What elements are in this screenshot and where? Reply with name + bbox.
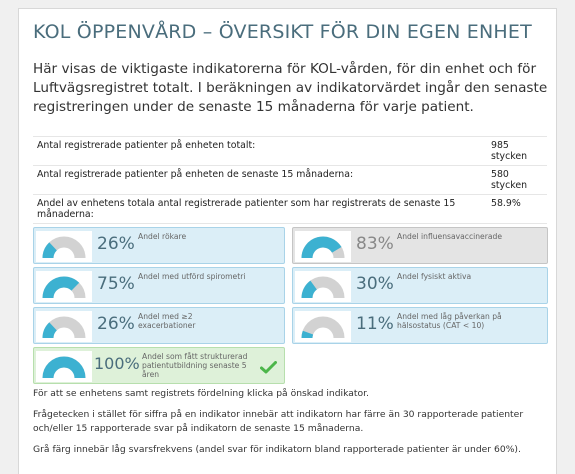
stats-label: Antal registrerade patienter på enheten … <box>37 140 256 151</box>
gauge-fill <box>301 280 318 299</box>
gauge-fill <box>301 236 342 259</box>
stats-table: Antal registrerade patienter på enheten … <box>33 136 547 224</box>
indicator-label: Andel med utförd spirometri <box>138 272 246 281</box>
check-icon <box>260 359 277 378</box>
indicator-label: Andel med låg påverkan på hälsostatus (C… <box>397 312 502 330</box>
stats-label: Andel av enhetens totala antal registrer… <box>37 198 456 220</box>
gauge-icon <box>295 311 351 342</box>
overview-panel: KOL ÖPPENVÅRD – ÖVERSIKT FÖR DIN EGEN EN… <box>18 8 557 474</box>
gauge-track <box>301 316 345 339</box>
indicator-value: 100% <box>94 354 140 373</box>
indicator-label: Andel influensavaccinerade <box>397 232 502 241</box>
gauge-icon <box>295 231 351 262</box>
gauge-chart <box>301 276 345 299</box>
indicator-tile-spirometry[interactable]: 75% Andel med utförd spirometri <box>33 267 285 304</box>
gauge-icon <box>36 311 92 342</box>
indicator-value: 75% <box>97 274 135 294</box>
gauge-chart <box>42 316 86 339</box>
gauge-fill <box>301 330 314 339</box>
stats-value: 58.9% <box>491 198 521 209</box>
indicator-label: Andel fysiskt aktiva <box>397 272 472 281</box>
intro-text: Här visas de viktigaste indikatorerna fö… <box>33 61 548 115</box>
gauge-fill <box>42 322 58 339</box>
stats-value: 985 stycken <box>491 140 528 162</box>
indicator-label: Andel rökare <box>138 232 187 241</box>
stats-row: Antal registrerade patienter på enheten … <box>33 166 547 195</box>
indicator-value: 30% <box>356 274 394 294</box>
note-grey-color: Grå färg innebär låg svarsfrekvens (ande… <box>33 444 521 455</box>
gauge-chart <box>42 276 86 299</box>
note-question-mark: Frågetecken i stället för siffra på en i… <box>33 409 524 434</box>
indicator-tile-smokers[interactable]: 26% Andel rökare <box>33 227 285 264</box>
gauge-chart <box>301 236 345 259</box>
gauge-icon <box>36 351 92 382</box>
indicator-label: Andel som fått strukturerad patientutbil… <box>142 352 248 379</box>
gauge-icon <box>36 231 92 262</box>
gauge-icon <box>36 271 92 302</box>
gauge-fill <box>42 242 58 259</box>
indicator-label: Andel med ≥2 exacerbationer <box>138 312 196 330</box>
indicator-value: 26% <box>97 234 135 254</box>
gauge-icon <box>295 271 351 302</box>
indicator-tile-exacerbations[interactable]: 26% Andel med ≥2 exacerbationer <box>33 307 285 344</box>
gauge-fill <box>42 356 86 379</box>
stats-row: Andel av enhetens totala antal registrer… <box>33 195 547 224</box>
page-title: KOL ÖPPENVÅRD – ÖVERSIKT FÖR DIN EGEN EN… <box>33 21 532 43</box>
indicator-value: 83% <box>356 234 394 254</box>
indicator-value: 26% <box>97 314 135 334</box>
gauge-chart <box>301 316 345 339</box>
stats-row: Antal registrerade patienter på enheten … <box>33 136 547 166</box>
indicator-tile-physical-activity[interactable]: 30% Andel fysiskt aktiva <box>292 267 548 304</box>
gauge-fill <box>42 276 80 299</box>
gauge-chart <box>42 356 86 379</box>
stats-value: 580 stycken <box>491 169 528 191</box>
indicator-tile-education[interactable]: 100% Andel som fått strukturerad patient… <box>33 347 285 384</box>
indicator-tile-influenza[interactable]: 83% Andel influensavaccinerade <box>292 227 548 264</box>
note-click-indicator: För att se enhetens samt registrets förd… <box>33 388 369 399</box>
gauge-chart <box>42 236 86 259</box>
stats-label: Antal registrerade patienter på enheten … <box>37 169 354 180</box>
indicator-value: 11% <box>356 314 394 334</box>
indicator-tile-cat[interactable]: 11% Andel med låg påverkan på hälsostatu… <box>292 307 548 344</box>
